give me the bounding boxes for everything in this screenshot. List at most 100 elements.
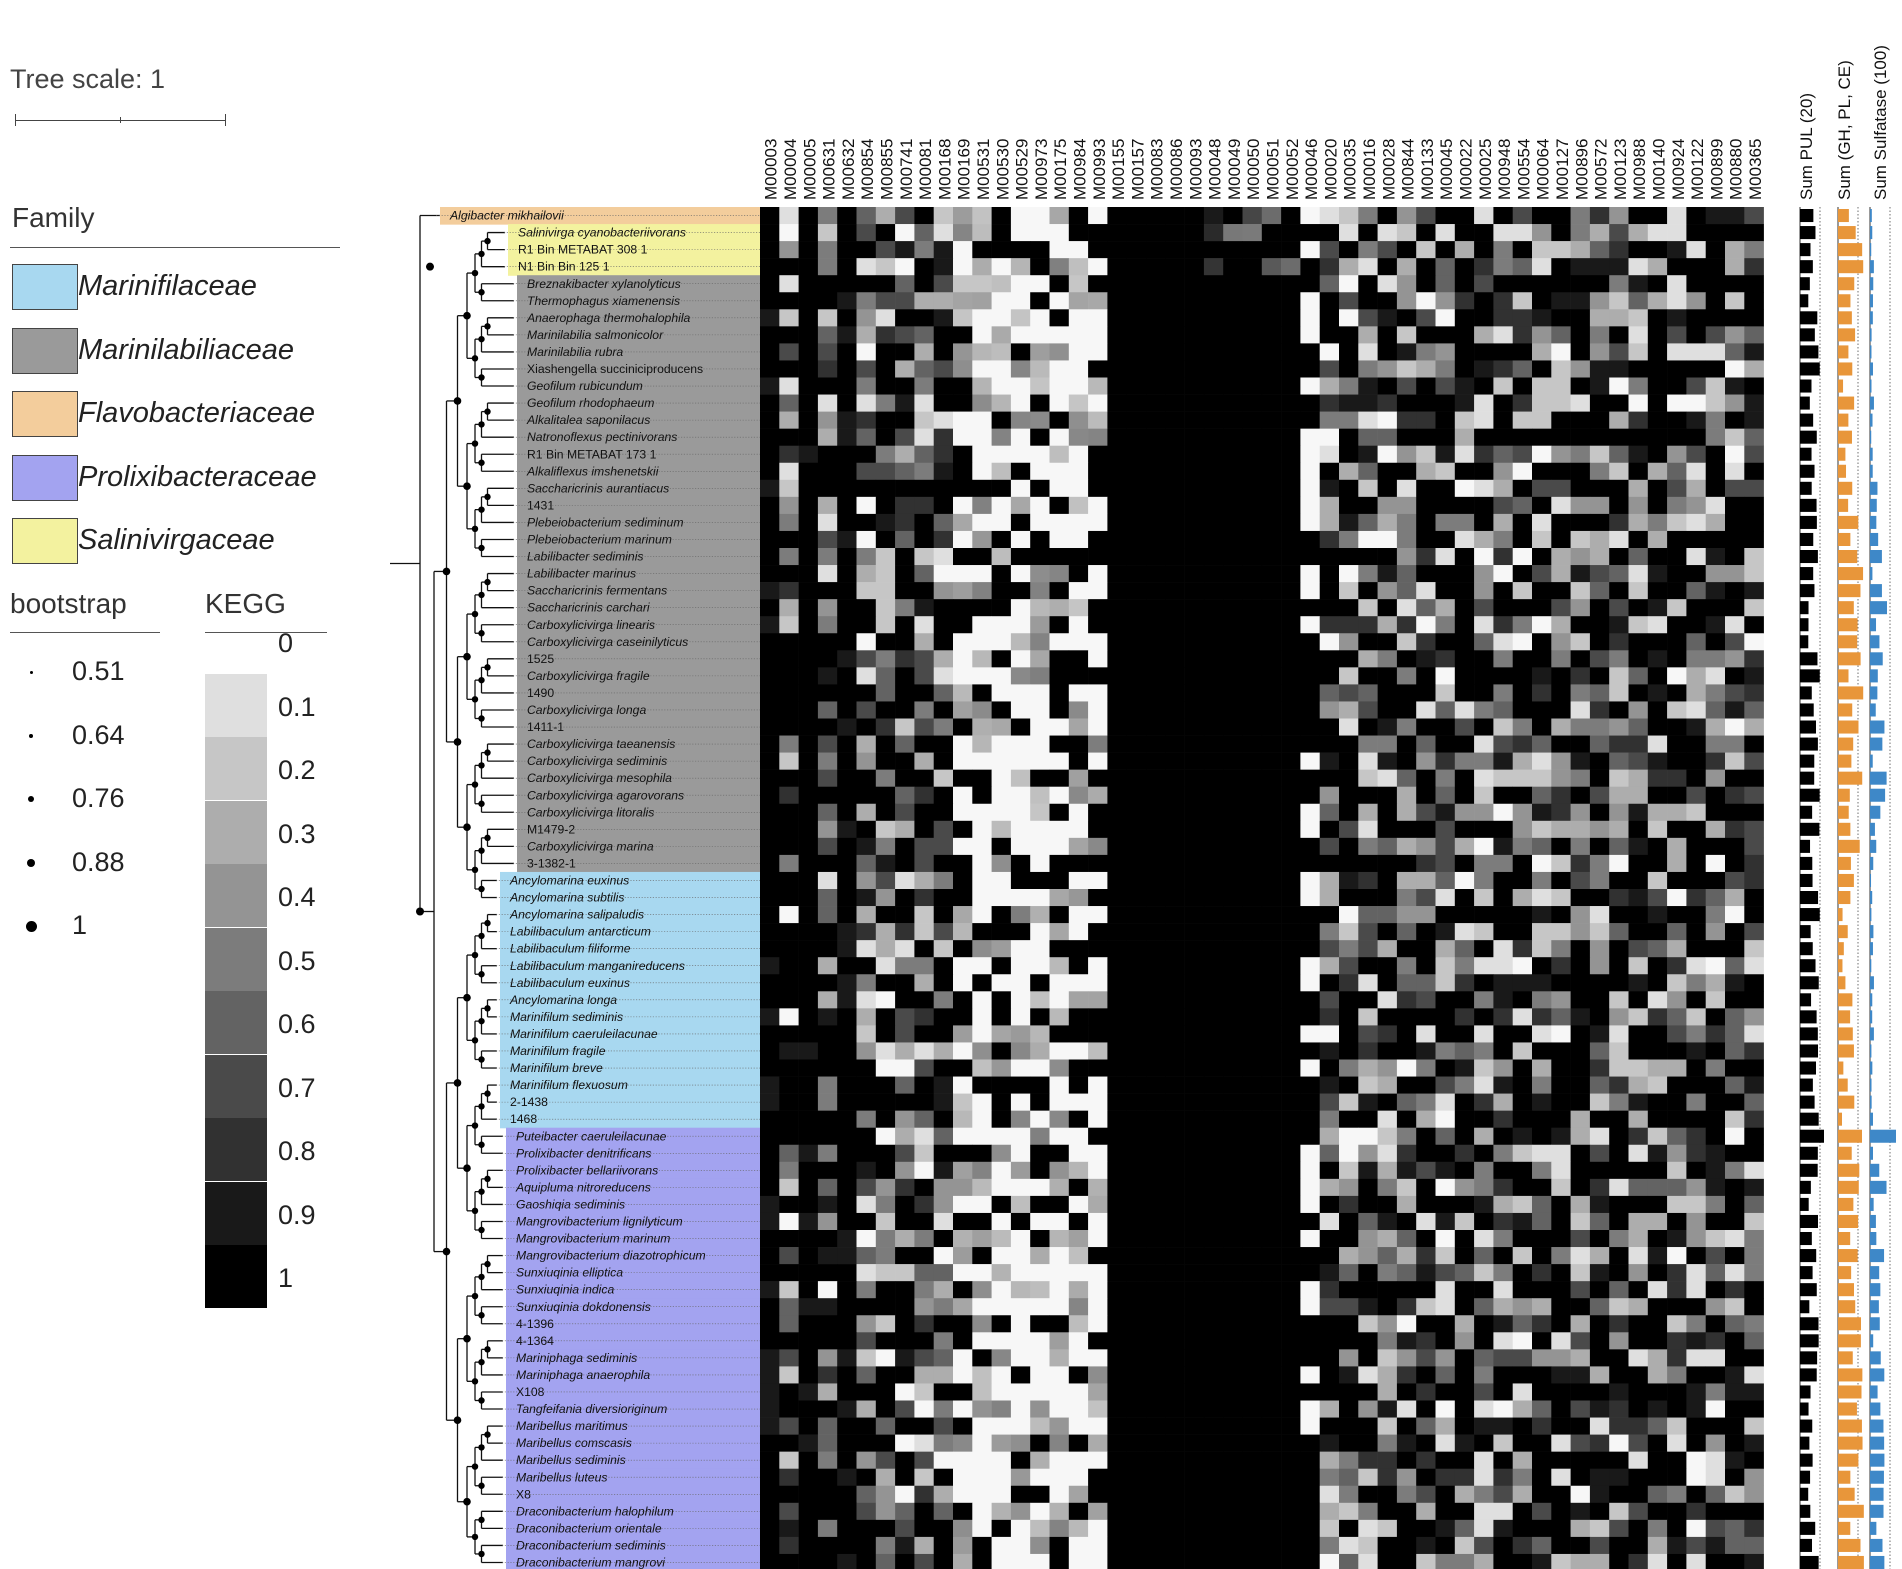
heatmap-cell [1493,241,1513,259]
heatmap-cell [1435,1195,1456,1214]
heatmap-cell [1030,1536,1050,1555]
heatmap-cell [1589,1485,1610,1504]
heatmap-cell [856,207,877,225]
heatmap-cell [837,1059,857,1077]
heatmap-cell [1223,462,1243,481]
heatmap-cell [1551,1536,1571,1555]
heatmap-cell [972,1025,992,1043]
heatmap-cell [856,479,877,498]
heatmap-cell [1551,1247,1571,1265]
heatmap-cell [1532,258,1552,276]
heatmap-cell [1203,1059,1224,1077]
heatmap-cell [1725,1332,1745,1350]
heatmap-cell [1512,1366,1533,1384]
heatmap-cell [1319,974,1340,992]
heatmap-cell [1744,343,1764,361]
heatmap-cell [1551,735,1571,753]
heatmap-cell [1532,667,1552,685]
heatmap-cell [895,411,915,429]
heatmap-cell [1532,735,1552,753]
heatmap-cell [1628,667,1649,685]
heatmap-cell [1570,1076,1591,1094]
sum-bar [1800,1351,1818,1365]
heatmap-cell [1165,769,1185,787]
heatmap-cell [1474,1298,1494,1316]
heatmap-cell [1744,1110,1764,1128]
sum-bar [1870,652,1883,666]
family-strip [517,479,760,498]
heatmap-cell [1512,548,1533,566]
heatmap-cell [1628,854,1649,873]
heatmap-cell [991,1025,1012,1043]
heatmap-cell [1435,769,1456,787]
heatmap-cell [1551,906,1571,924]
family-strip [500,1008,760,1026]
heatmap-cell [1068,1519,1089,1538]
heatmap-cell [1705,292,1726,310]
heatmap-cell [1493,1485,1513,1504]
heatmap-cell [1165,786,1185,805]
heatmap-cell [1705,1144,1726,1163]
heatmap-cell [1493,1298,1513,1316]
heatmap-cell [1512,1553,1533,1569]
heatmap-cell [1512,207,1533,225]
heatmap-cell [914,1536,934,1555]
heatmap-cell [1493,292,1513,310]
heatmap-cell [1435,1383,1456,1401]
heatmap-cell [1532,1332,1552,1350]
heatmap-cell [1705,1502,1726,1521]
heatmap-cell [817,224,838,242]
heatmap-cell [1339,1144,1359,1163]
heatmap-cell [875,991,896,1009]
heatmap-cell [1184,1008,1205,1026]
heatmap-cell [1010,718,1031,736]
sum-bar [1800,430,1817,444]
heatmap-cell [1146,1281,1166,1299]
heatmap-cell [1744,1025,1764,1043]
heatmap-cell [1300,1008,1320,1026]
taxon-label: Alkalitalea saponilacus [526,413,650,427]
heatmap-cell [1184,1264,1205,1282]
heatmap-cell [856,854,877,873]
heatmap-cell [1686,1093,1706,1111]
heatmap-cell [1030,940,1050,958]
heatmap-cell [972,360,992,378]
heatmap-cell [1570,1417,1591,1435]
heatmap-cell [1049,803,1070,822]
heatmap-cell [1454,1485,1475,1504]
heatmap-cell [760,479,780,498]
heatmap-cell [1667,769,1687,787]
heatmap-cell [895,599,915,617]
heatmap-cell [991,633,1012,651]
heatmap-cell [1126,957,1147,975]
heatmap-cell [1146,1093,1166,1111]
heatmap-cell [1126,1383,1147,1401]
heatmap-cell [1146,411,1166,429]
family-strip [517,428,760,447]
heatmap-cell [1686,752,1706,770]
heatmap-cell [1146,923,1166,941]
heatmap-cell [760,1212,780,1231]
family-strip [517,496,760,515]
heatmap-cell [1416,1502,1436,1521]
heatmap-cell [1030,701,1050,719]
heatmap-cell [1725,275,1745,293]
heatmap-cell [1493,1195,1513,1214]
bootstrap-node [484,1260,491,1268]
heatmap-cell [837,343,857,361]
heatmap-cell [1512,718,1533,736]
heatmap-cell [933,923,954,941]
heatmap-cell [1686,1178,1706,1197]
heatmap-cell [1532,803,1552,822]
heatmap-cell [1512,1519,1533,1538]
heatmap-cell [1744,411,1764,429]
heatmap-cell [1454,1553,1475,1569]
sum-bar [1870,686,1878,700]
heatmap-cell [1474,530,1494,549]
heatmap-cell [779,889,799,907]
heatmap-cell [1474,940,1494,958]
heatmap-cell [1126,1247,1147,1265]
heatmap-cell [1474,1059,1494,1077]
heatmap-cell [817,1230,838,1248]
